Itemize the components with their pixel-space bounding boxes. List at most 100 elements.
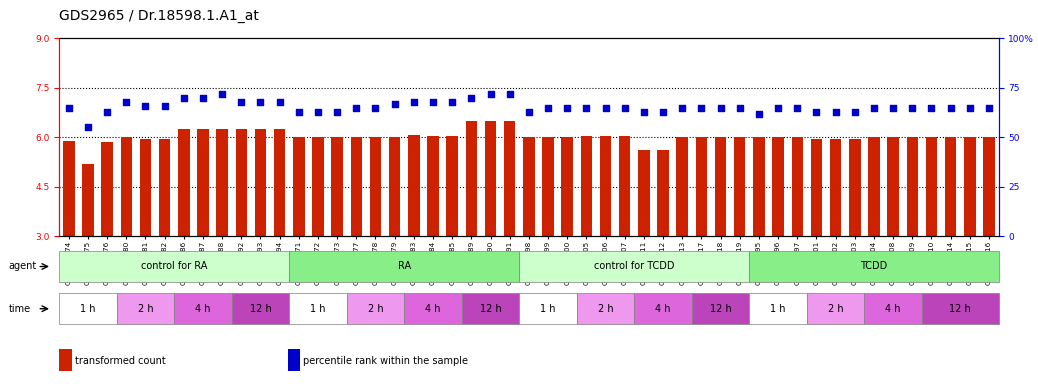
Bar [849,139,861,236]
Bar [887,137,899,236]
Point [923,104,939,111]
Bar [715,137,727,236]
Bar [829,139,842,236]
Point [540,104,556,111]
Bar [677,137,688,236]
Point [291,109,307,115]
Bar [274,129,285,236]
Bar [120,137,132,236]
Point [252,99,269,105]
Point [520,109,538,115]
Text: 1 h: 1 h [770,304,786,314]
Bar [926,137,937,236]
Point [386,101,403,107]
Point [406,99,422,105]
Point [483,91,499,97]
Point [309,109,326,115]
Point [348,104,364,111]
Bar [523,137,535,236]
Text: agent: agent [8,262,36,271]
Point [732,104,748,111]
Text: 12 h: 12 h [710,304,732,314]
Text: 12 h: 12 h [480,304,501,314]
Text: control for TCDD: control for TCDD [594,262,675,271]
Point [367,104,384,111]
Point [904,104,921,111]
Bar [945,137,956,236]
Bar [600,136,611,236]
Point [635,109,652,115]
Bar [485,121,496,236]
Bar [140,139,152,236]
Bar [102,142,113,236]
Point [866,104,882,111]
Text: 12 h: 12 h [950,304,972,314]
Bar [236,129,247,236]
Point [157,103,173,109]
Text: RA: RA [398,262,411,271]
Bar [792,137,803,236]
Point [60,104,77,111]
Bar [293,137,304,236]
Point [99,109,115,115]
Text: 1 h: 1 h [80,304,95,314]
Bar [580,136,592,236]
Text: 1 h: 1 h [541,304,555,314]
Bar [772,137,784,236]
Bar [638,151,650,236]
Bar [82,164,93,236]
Point [214,91,230,97]
Point [789,104,805,111]
Point [943,104,959,111]
Point [137,103,154,109]
Bar [254,129,266,236]
Bar [657,151,668,236]
Text: 2 h: 2 h [598,304,613,314]
Point [981,104,998,111]
Point [578,104,595,111]
Bar [331,137,343,236]
Point [770,104,787,111]
Point [558,104,575,111]
Point [597,104,613,111]
Bar [428,136,439,236]
Text: 4 h: 4 h [426,304,441,314]
Text: control for RA: control for RA [141,262,208,271]
Text: time: time [8,304,30,314]
Bar [695,137,707,236]
Point [271,99,288,105]
Bar [197,129,209,236]
Text: TCDD: TCDD [861,262,887,271]
Text: 1 h: 1 h [310,304,326,314]
Bar [619,136,630,236]
Point [463,95,480,101]
Point [501,91,518,97]
Bar [159,139,170,236]
Bar [312,137,324,236]
Point [80,124,97,131]
Bar [370,137,381,236]
Bar [179,129,190,236]
Point [809,109,825,115]
Point [693,104,710,111]
Point [444,99,461,105]
Bar [351,137,362,236]
Point [118,99,135,105]
Text: 2 h: 2 h [367,304,383,314]
Text: 4 h: 4 h [885,304,901,314]
Bar [216,129,228,236]
Bar [503,121,516,236]
Bar [408,135,419,236]
Point [884,104,901,111]
Text: 4 h: 4 h [195,304,211,314]
Bar [811,139,822,236]
Bar [734,137,745,236]
Text: 2 h: 2 h [827,304,844,314]
Bar [983,137,994,236]
Bar [964,137,976,236]
Point [329,109,346,115]
Point [175,95,192,101]
Bar [466,121,477,236]
Point [425,99,441,105]
Bar [542,137,554,236]
